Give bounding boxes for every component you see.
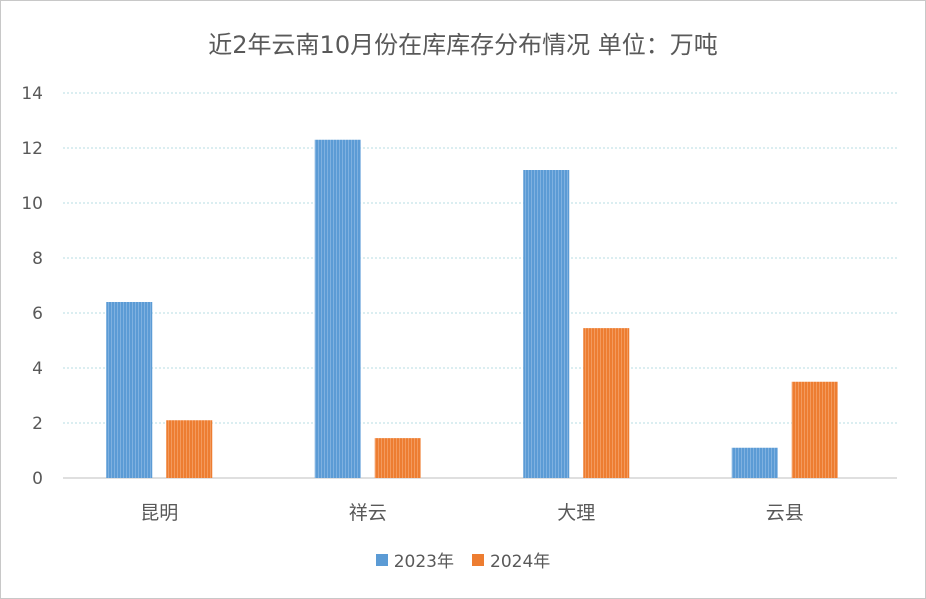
chart-title: 近2年云南10月份在库库存分布情况 单位：万吨 [208,31,718,59]
bar-series-2 [166,420,213,478]
x-category-label: 祥云 [349,502,387,524]
bar-series-2 [791,381,838,478]
y-tick-label: 4 [32,359,43,379]
x-category-label: 大理 [557,502,595,524]
x-category-label: 昆明 [140,502,178,524]
legend-swatch [375,553,388,566]
bar-series-2 [583,328,630,478]
y-tick-label: 14 [21,84,43,104]
legend: 2023年 2024年 [1,547,925,572]
legend-label: 2023年 [393,552,454,572]
bar-series-1 [106,302,153,478]
bar-series-2 [374,438,421,478]
y-tick-label: 12 [21,139,43,159]
bar-series-1 [523,170,570,478]
y-tick-label: 8 [32,249,43,269]
y-tick-label: 0 [32,469,43,489]
y-tick-label: 2 [32,414,43,434]
bar-series-1 [314,139,361,478]
legend-item: 2024年 [472,547,550,572]
legend-swatch [472,553,484,566]
x-category-label: 云县 [766,502,804,524]
legend-label: 2024年 [490,552,551,572]
legend-item: 2023年 [375,547,454,572]
y-tick-label: 6 [32,304,43,324]
y-tick-label: 10 [21,194,43,214]
bar-series-1 [731,447,778,478]
